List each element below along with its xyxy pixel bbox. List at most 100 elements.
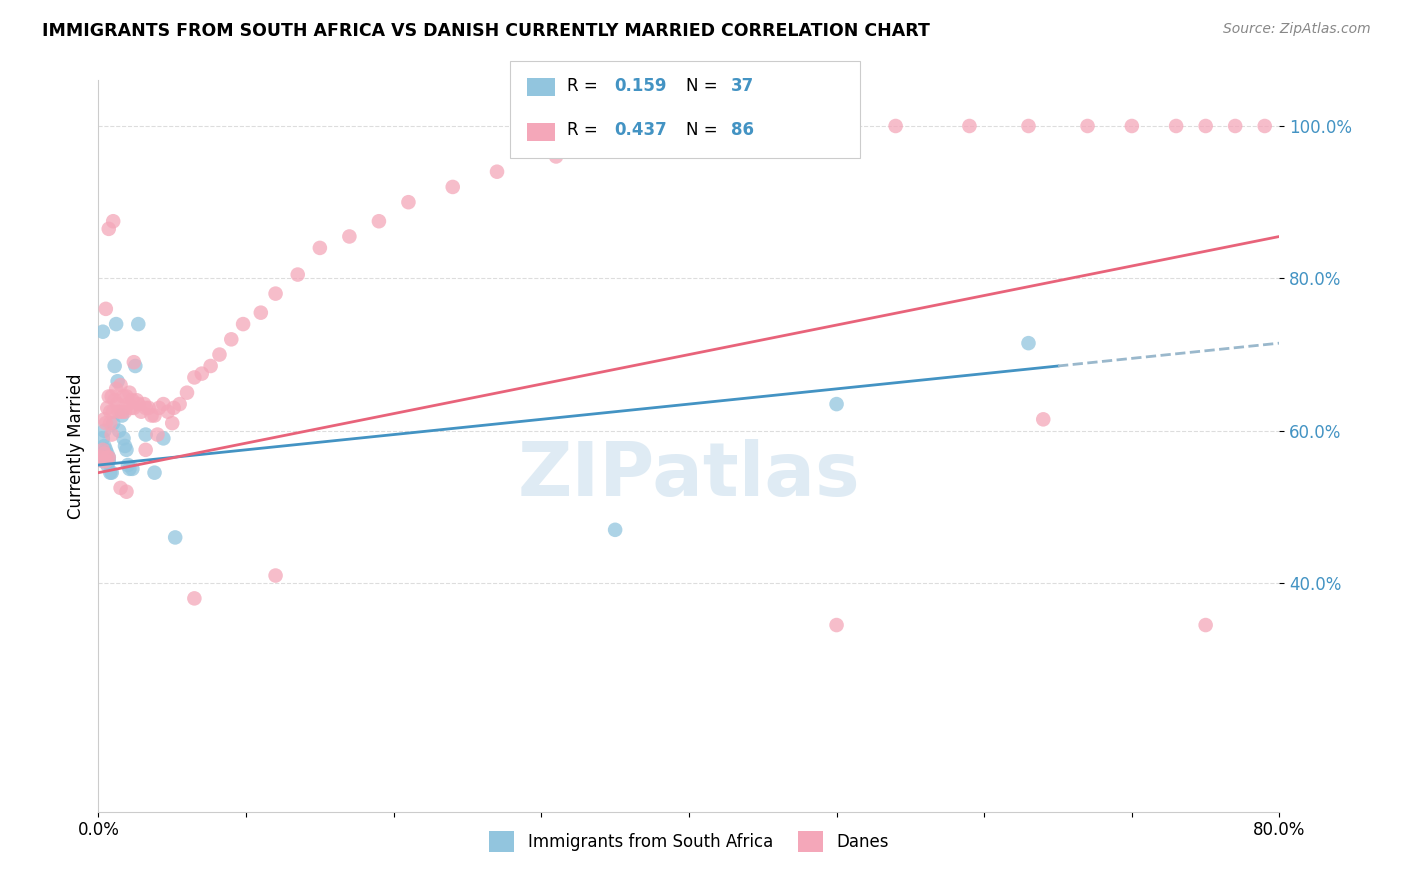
- Point: [134, 397, 156, 411]
- Point: [118, 462, 141, 476]
- Point: [114, 405, 136, 419]
- Point: [90, 450, 112, 465]
- Point: [250, 306, 273, 320]
- Point: [96, 447, 118, 461]
- Point: [97, 389, 120, 403]
- Point: [1018, 119, 1040, 133]
- Point: [94, 454, 117, 468]
- Point: [117, 397, 139, 411]
- Point: [156, 405, 179, 419]
- Text: Source: ZipAtlas.com: Source: ZipAtlas.com: [1223, 22, 1371, 37]
- Point: [129, 405, 152, 419]
- Text: ZIPatlas: ZIPatlas: [517, 439, 860, 512]
- Point: [93, 439, 115, 453]
- Point: [121, 393, 143, 408]
- Point: [183, 591, 205, 606]
- Point: [183, 370, 205, 384]
- Point: [108, 405, 131, 419]
- Point: [486, 164, 509, 178]
- Point: [605, 134, 627, 148]
- Point: [152, 431, 174, 445]
- Point: [98, 405, 121, 419]
- Text: N =: N =: [686, 77, 723, 95]
- Point: [100, 389, 122, 403]
- Point: [91, 442, 114, 457]
- Point: [141, 409, 163, 423]
- Point: [103, 214, 125, 228]
- Point: [122, 355, 145, 369]
- Point: [176, 385, 198, 400]
- Point: [93, 447, 115, 461]
- Point: [94, 301, 117, 316]
- Point: [221, 332, 243, 346]
- Point: [115, 442, 138, 457]
- Point: [91, 325, 114, 339]
- Point: [100, 427, 122, 442]
- Point: [810, 119, 832, 133]
- Point: [127, 397, 149, 411]
- Point: [546, 149, 568, 163]
- Point: [737, 119, 759, 133]
- Point: [1018, 336, 1040, 351]
- Point: [110, 378, 132, 392]
- Text: 86: 86: [731, 121, 754, 139]
- Point: [1166, 119, 1188, 133]
- Point: [93, 424, 115, 438]
- Point: [1121, 119, 1143, 133]
- Point: [135, 427, 157, 442]
- Point: [96, 401, 118, 415]
- Point: [146, 427, 169, 442]
- Point: [114, 439, 136, 453]
- Point: [208, 348, 231, 362]
- Text: 0.437: 0.437: [614, 121, 668, 139]
- Point: [368, 214, 391, 228]
- Point: [398, 195, 420, 210]
- Point: [138, 401, 160, 415]
- Point: [97, 450, 120, 465]
- Point: [148, 401, 170, 415]
- Point: [98, 416, 121, 430]
- Point: [104, 359, 127, 373]
- Point: [94, 416, 117, 430]
- Point: [605, 523, 627, 537]
- Point: [441, 180, 464, 194]
- Point: [104, 393, 127, 408]
- Point: [107, 397, 129, 411]
- Point: [118, 385, 141, 400]
- Point: [107, 374, 129, 388]
- Point: [98, 466, 121, 480]
- Point: [200, 359, 222, 373]
- Point: [165, 530, 187, 544]
- Point: [143, 409, 166, 423]
- Point: [125, 393, 148, 408]
- Point: [162, 416, 183, 430]
- Point: [96, 450, 118, 465]
- Point: [135, 442, 157, 457]
- Point: [152, 397, 174, 411]
- Point: [309, 241, 332, 255]
- Point: [339, 229, 361, 244]
- Point: [93, 412, 115, 426]
- Point: [664, 119, 686, 133]
- Point: [91, 431, 114, 445]
- Point: [103, 416, 125, 430]
- Point: [94, 450, 117, 465]
- Point: [264, 568, 287, 582]
- Point: [825, 397, 848, 411]
- Point: [93, 447, 115, 461]
- Point: [111, 405, 134, 419]
- Point: [287, 268, 309, 282]
- Point: [120, 401, 142, 415]
- Point: [115, 389, 138, 403]
- Point: [1195, 119, 1218, 133]
- Point: [1254, 119, 1277, 133]
- Point: [105, 317, 128, 331]
- Point: [124, 359, 146, 373]
- Point: [117, 458, 139, 472]
- Point: [884, 119, 907, 133]
- Point: [191, 367, 214, 381]
- Point: [143, 466, 166, 480]
- Point: [97, 454, 120, 468]
- Y-axis label: Currently Married: Currently Married: [66, 373, 84, 519]
- Point: [1195, 618, 1218, 632]
